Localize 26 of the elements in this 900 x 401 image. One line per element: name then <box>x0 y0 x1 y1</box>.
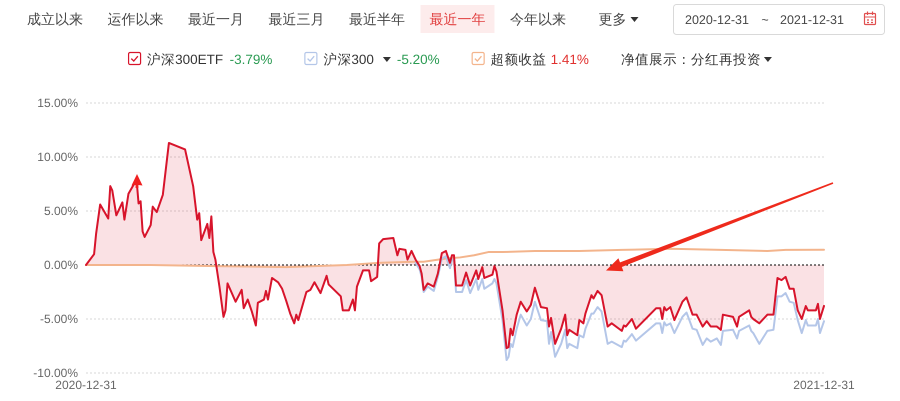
line-series <box>414 255 825 362</box>
y-tick-label: 5.00% <box>44 204 78 218</box>
text: -3.79% <box>230 52 272 67</box>
text: 1.41% <box>550 52 589 67</box>
legend-label: 超额收益 <box>490 52 547 67</box>
text: 2020-12-31 <box>685 13 750 27</box>
text: 最近半年 <box>349 11 405 27</box>
text: 最近三月 <box>268 11 324 27</box>
legend-label: 沪深300ETF <box>147 52 224 67</box>
legend-label: 沪深300 <box>323 52 374 67</box>
y-tick-label: 10.00% <box>37 150 78 164</box>
text: 净值展示：分红再投资 <box>620 52 761 67</box>
y-tick-label: -10.00% <box>33 366 78 380</box>
text: 今年以来 <box>510 11 566 27</box>
text: ~ <box>761 13 769 27</box>
y-tick-label: 15.00% <box>37 96 78 110</box>
y-tick-label: -5.00% <box>40 312 78 326</box>
text: 最近一月 <box>188 11 244 27</box>
text: 运作以来 <box>108 11 164 27</box>
line-series <box>85 248 825 268</box>
text: 成立以来 <box>27 11 83 27</box>
text: 更多 <box>598 11 626 27</box>
text: -5.20% <box>396 52 440 67</box>
y-tick-label: 0.00% <box>44 258 78 272</box>
text: 最近一年 <box>430 11 486 27</box>
text: 2021-12-31 <box>780 13 844 27</box>
